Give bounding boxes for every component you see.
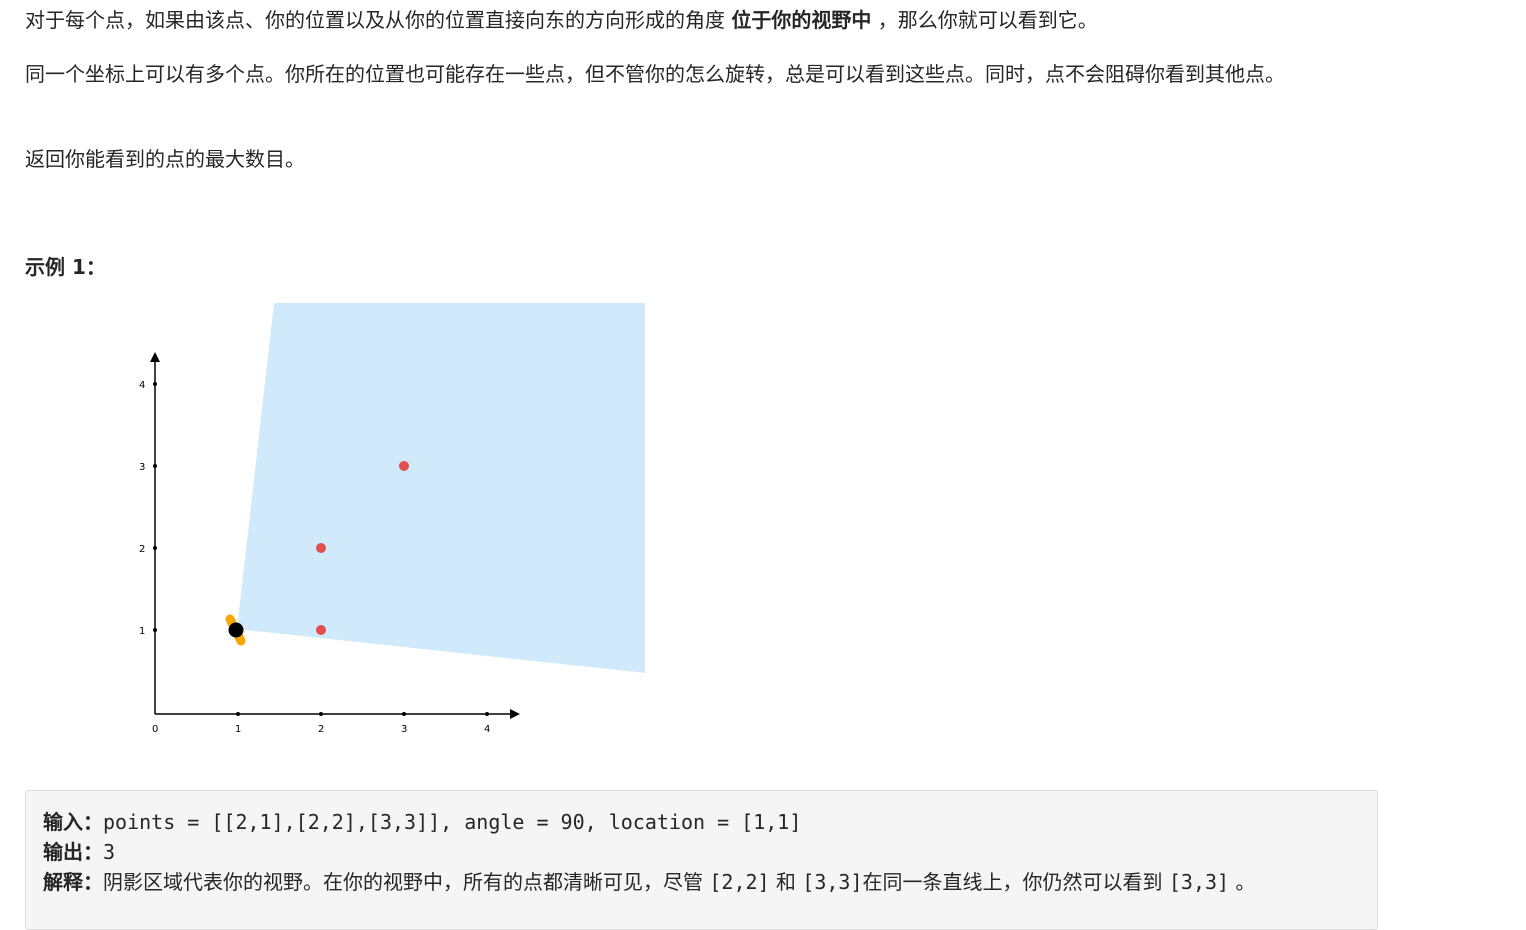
- input-label: 输入：: [43, 810, 103, 834]
- description-text: ，那么你就可以看到它。: [871, 8, 1098, 32]
- explanation-code: [3,3]: [1168, 870, 1230, 894]
- explanation-line: 解释：阴影区域代表你的视野。在你的视野中，所有的点都清晰可见，尽管 [2,2] …: [43, 867, 1255, 897]
- description-text: 对于每个点，如果由该点、你的位置以及从你的位置直接向东的方向形成的角度: [25, 8, 732, 32]
- data-point: [316, 543, 326, 553]
- location-point: [228, 622, 244, 638]
- description-paragraph-3: 返回你能看到的点的最大数目。: [25, 147, 305, 171]
- explanation-text: 和: [769, 870, 803, 894]
- description-paragraph-1: 对于每个点，如果由该点、你的位置以及从你的位置直接向东的方向形成的角度 位于你的…: [25, 4, 1365, 36]
- y-tick-label: 4: [139, 380, 145, 391]
- x-tick-label: 4: [484, 724, 490, 735]
- x-tick-mark: [236, 712, 240, 716]
- y-axis-arrow: [150, 352, 160, 362]
- x-tick-label: 2: [318, 724, 324, 735]
- data-point: [399, 461, 409, 471]
- y-tick-label: 1: [139, 626, 145, 637]
- y-tick-label: 3: [139, 462, 145, 473]
- input-line: 输入：points = [[2,1],[2,2],[3,3]], angle =…: [43, 807, 801, 837]
- y-tick-mark: [153, 546, 157, 550]
- data-point: [316, 625, 326, 635]
- example-code-block: 输入：points = [[2,1],[2,2],[3,3]], angle =…: [25, 790, 1378, 930]
- y-tick-mark: [153, 464, 157, 468]
- x-tick-mark: [402, 712, 406, 716]
- explanation-label: 解释：: [43, 870, 103, 894]
- x-tick-mark: [485, 712, 489, 716]
- y-tick-mark: [153, 628, 157, 632]
- emphasis-text: 位于你的视野中: [731, 8, 872, 32]
- explanation-code: [2,2]: [709, 870, 770, 894]
- y-tick-label: 2: [139, 544, 145, 555]
- explanation-code: [3,3]: [802, 870, 863, 894]
- x-tick-label: 3: [401, 724, 407, 735]
- description-paragraph-2: 同一个坐标上可以有多个点。你所在的位置也可能存在一些点，但不管你的怎么旋转，总是…: [25, 62, 1285, 86]
- example-heading: 示例 1：: [25, 255, 106, 279]
- output-label: 输出：: [43, 840, 103, 864]
- field-of-view-region: [237, 303, 645, 673]
- x-tick-label: 0: [152, 724, 158, 735]
- x-tick-mark: [319, 712, 323, 716]
- x-tick-label: 1: [235, 724, 241, 735]
- example-figure: 0 1 2 3 4 1 2 3 4: [139, 303, 645, 735]
- x-axis-arrow: [510, 709, 520, 719]
- output-value: 3: [103, 840, 116, 864]
- explanation-text: 。: [1229, 870, 1256, 894]
- explanation-text: 阴影区域代表你的视野。在你的视野中，所有的点都清晰可见，尽管: [103, 870, 710, 894]
- output-line: 输出：3: [43, 837, 115, 867]
- y-tick-mark: [153, 382, 157, 386]
- input-value: points = [[2,1],[2,2],[3,3]], angle = 90…: [103, 810, 802, 834]
- explanation-text: 在同一条直线上，你仍然可以看到: [862, 870, 1169, 894]
